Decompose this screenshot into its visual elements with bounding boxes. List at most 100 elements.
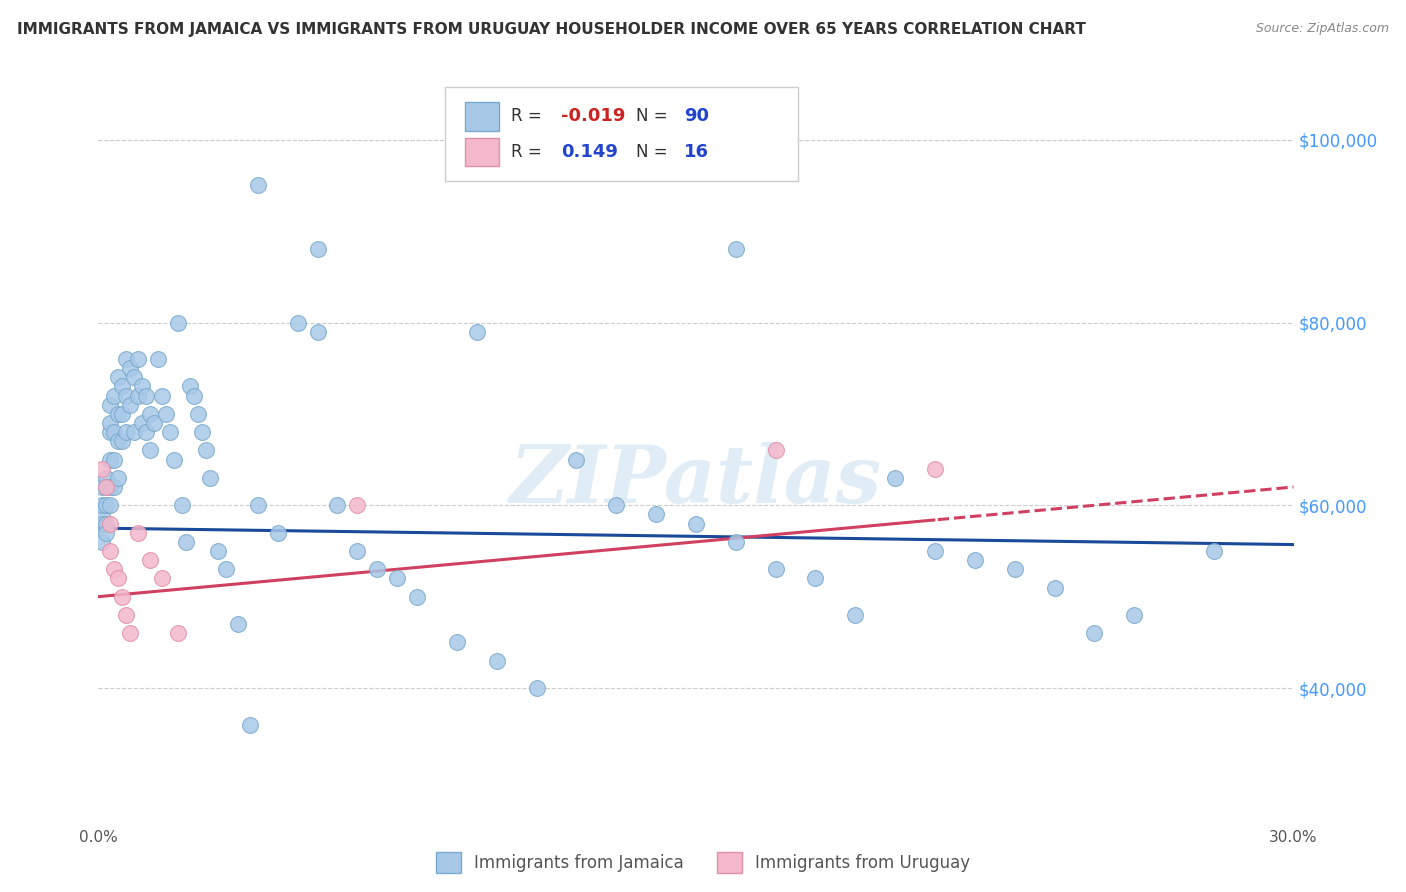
Immigrants from Uruguay [98, 516, 122, 531]
Immigrants from Jamaica [179, 379, 201, 393]
Immigrants from Uruguay [111, 590, 134, 604]
Immigrants from Jamaica [366, 562, 388, 576]
Text: R =: R = [510, 107, 547, 125]
Immigrants from Jamaica [91, 498, 114, 512]
Immigrants from Jamaica [207, 544, 229, 558]
Immigrants from Jamaica [1043, 581, 1066, 595]
Immigrants from Jamaica [446, 635, 468, 649]
Immigrants from Uruguay [96, 480, 118, 494]
Immigrants from Jamaica [485, 654, 508, 668]
Immigrants from Jamaica [98, 416, 122, 430]
Immigrants from Uruguay [924, 461, 946, 475]
Immigrants from Jamaica [120, 361, 142, 376]
Immigrants from Jamaica [91, 516, 114, 531]
Immigrants from Jamaica [120, 398, 142, 412]
Immigrants from Jamaica [385, 571, 409, 585]
Immigrants from Uruguay [120, 626, 142, 640]
Immigrants from Jamaica [465, 325, 488, 339]
Text: Source: ZipAtlas.com: Source: ZipAtlas.com [1256, 22, 1389, 36]
Immigrants from Jamaica [139, 443, 162, 458]
Immigrants from Jamaica [172, 498, 194, 512]
Immigrants from Jamaica [167, 316, 190, 330]
Immigrants from Jamaica [148, 352, 170, 367]
Text: R =: R = [510, 144, 547, 161]
Immigrants from Jamaica [307, 243, 329, 257]
Immigrants from Jamaica [98, 498, 122, 512]
Immigrants from Jamaica [226, 617, 249, 632]
Immigrants from Jamaica [91, 508, 114, 522]
Text: IMMIGRANTS FROM JAMAICA VS IMMIGRANTS FROM URUGUAY HOUSEHOLDER INCOME OVER 65 YE: IMMIGRANTS FROM JAMAICA VS IMMIGRANTS FR… [17, 22, 1085, 37]
Immigrants from Jamaica [215, 562, 238, 576]
Immigrants from Jamaica [183, 389, 205, 403]
Immigrants from Jamaica [804, 571, 827, 585]
Immigrants from Jamaica [91, 534, 114, 549]
Immigrants from Jamaica [645, 508, 668, 522]
Immigrants from Jamaica [187, 407, 209, 421]
Immigrants from Jamaica [124, 370, 146, 384]
Immigrants from Jamaica [287, 316, 309, 330]
Immigrants from Jamaica [159, 425, 181, 440]
Immigrants from Uruguay [115, 607, 138, 622]
Immigrants from Uruguay [139, 553, 162, 567]
Immigrants from Jamaica [103, 389, 125, 403]
Immigrants from Jamaica [267, 525, 290, 540]
Immigrants from Jamaica [1004, 562, 1026, 576]
Immigrants from Uruguay [127, 525, 149, 540]
Immigrants from Jamaica [724, 534, 747, 549]
Immigrants from Jamaica [127, 352, 149, 367]
Immigrants from Jamaica [1123, 607, 1146, 622]
Immigrants from Jamaica [111, 407, 134, 421]
Immigrants from Jamaica [346, 544, 368, 558]
Immigrants from Jamaica [884, 471, 907, 485]
Immigrants from Jamaica [111, 379, 134, 393]
Immigrants from Jamaica [103, 452, 125, 467]
Immigrants from Uruguay [150, 571, 173, 585]
Immigrants from Uruguay [103, 562, 125, 576]
Immigrants from Uruguay [765, 443, 787, 458]
Immigrants from Jamaica [326, 498, 349, 512]
Immigrants from Jamaica [96, 516, 118, 531]
Immigrants from Jamaica [96, 471, 118, 485]
Text: 90: 90 [685, 107, 709, 125]
Immigrants from Jamaica [107, 471, 129, 485]
Legend: Immigrants from Jamaica, Immigrants from Uruguay: Immigrants from Jamaica, Immigrants from… [429, 846, 977, 880]
Immigrants from Jamaica [246, 178, 269, 193]
FancyBboxPatch shape [465, 138, 499, 167]
Immigrants from Uruguay [107, 571, 129, 585]
Immigrants from Jamaica [107, 370, 129, 384]
Immigrants from Jamaica [195, 443, 218, 458]
Immigrants from Jamaica [107, 434, 129, 449]
Immigrants from Jamaica [98, 480, 122, 494]
Immigrants from Jamaica [150, 389, 173, 403]
Text: ZIPatlas: ZIPatlas [510, 442, 882, 519]
Immigrants from Jamaica [127, 389, 149, 403]
Immigrants from Jamaica [526, 681, 548, 695]
Text: N =: N = [636, 107, 673, 125]
Immigrants from Jamaica [96, 525, 118, 540]
Immigrants from Uruguay [98, 544, 122, 558]
Immigrants from Uruguay [346, 498, 368, 512]
Text: 0.149: 0.149 [561, 144, 617, 161]
Immigrants from Jamaica [844, 607, 866, 622]
Immigrants from Jamaica [924, 544, 946, 558]
Immigrants from Jamaica [174, 534, 197, 549]
Immigrants from Jamaica [605, 498, 627, 512]
Immigrants from Jamaica [135, 389, 157, 403]
Immigrants from Jamaica [565, 452, 588, 467]
Immigrants from Jamaica [111, 434, 134, 449]
Immigrants from Jamaica [115, 352, 138, 367]
Immigrants from Jamaica [131, 416, 153, 430]
Immigrants from Jamaica [103, 480, 125, 494]
Immigrants from Jamaica [107, 407, 129, 421]
Immigrants from Jamaica [163, 452, 186, 467]
Immigrants from Uruguay [91, 461, 114, 475]
Immigrants from Jamaica [91, 480, 114, 494]
Immigrants from Jamaica [115, 389, 138, 403]
Immigrants from Jamaica [96, 498, 118, 512]
Immigrants from Jamaica [131, 379, 153, 393]
Immigrants from Jamaica [98, 452, 122, 467]
Immigrants from Jamaica [239, 717, 262, 731]
Immigrants from Jamaica [98, 398, 122, 412]
FancyBboxPatch shape [446, 87, 797, 181]
Immigrants from Jamaica [724, 243, 747, 257]
